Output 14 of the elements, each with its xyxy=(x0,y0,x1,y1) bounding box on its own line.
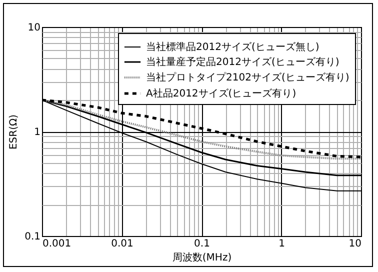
x-tick-label: 0.1 xyxy=(194,238,210,250)
x-axis-title: 周波数(MHz) xyxy=(172,252,232,264)
legend-label: 当社標準品2012サイズ(ヒューズ無し) xyxy=(146,41,320,53)
x-tick-label: 10 xyxy=(348,238,362,250)
y-tick-label: 10 xyxy=(28,22,40,34)
y-axis-title: ESR(Ω) xyxy=(8,114,20,150)
x-tick-label: 0.01 xyxy=(111,238,134,250)
legend-label: 当社量産予定品2012サイズ(ヒューズ有り) xyxy=(146,56,340,68)
legend-label: A社品2012サイズ(ヒューズ有り) xyxy=(146,88,296,100)
y-tick-label: 1 xyxy=(34,127,40,138)
y-tick-label: 0.1 xyxy=(24,232,40,242)
x-tick-label: 1 xyxy=(278,238,285,250)
legend-label: 当社プロトタイプ2102サイズ(ヒューズ有り) xyxy=(146,72,350,84)
x-tick-label: 0.001 xyxy=(42,238,72,250)
